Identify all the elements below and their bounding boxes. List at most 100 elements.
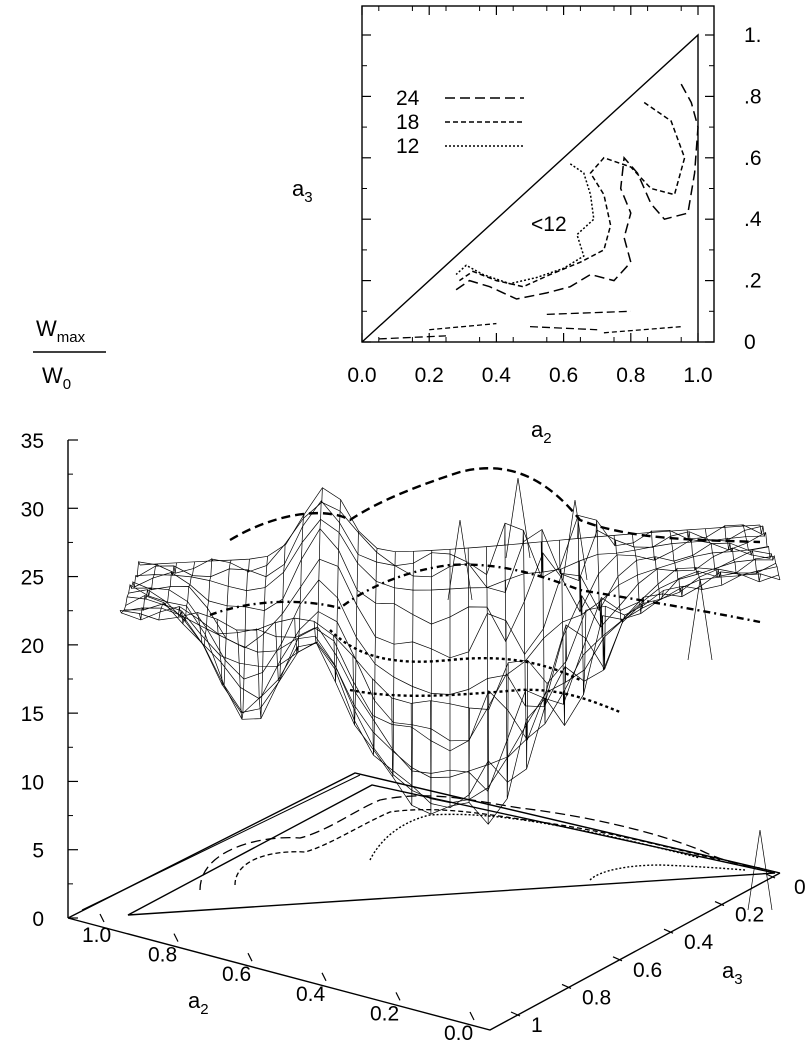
surface-mesh-column — [236, 559, 250, 720]
surface-spike — [505, 477, 531, 559]
surface-z-ticks: 0 5 10 15 20 25 30 35 — [21, 430, 78, 931]
surface-y-ticks: 0 0.2 0.4 0.6 0.8 1 — [510, 873, 805, 1037]
contour-y-ticks: 0 .2 .4 .6 .8 1. — [362, 24, 762, 354]
surface-y-tick — [765, 873, 776, 879]
surface-z-tick-label: 15 — [21, 703, 44, 726]
surface-x-tick-label: 0.2 — [370, 1002, 399, 1025]
surface-mesh-column — [158, 562, 177, 621]
surface-xlabel: a2 — [188, 988, 209, 1018]
surface-contour-curves — [209, 467, 761, 714]
surface-x-tick — [395, 992, 401, 1001]
surface-x-tick — [99, 913, 105, 923]
contour-edge-fragment — [529, 326, 598, 331]
surface-mesh-column — [486, 546, 490, 825]
contour-edge-fragment — [546, 310, 631, 316]
surface-y-tick-label: 0.2 — [735, 904, 764, 927]
surface-base-triangle — [127, 784, 776, 916]
surface-x-tick-label: 1.0 — [82, 924, 111, 947]
surface-zlabel-numerator: Wmax — [36, 316, 86, 346]
contour-annotation: <12 — [531, 213, 567, 236]
surface-mesh-column — [255, 556, 268, 719]
surface-mesh-column — [632, 533, 645, 614]
contour-y-tick-label: .4 — [744, 208, 762, 231]
surface-curve-top — [229, 467, 761, 544]
surface-z-tick-label: 30 — [21, 498, 44, 521]
surface-spike — [747, 829, 773, 911]
surface-mesh-column — [313, 487, 323, 644]
contour-x-tick-label: 1.0 — [683, 364, 712, 387]
contour-y-tick-label: 1. — [744, 24, 762, 47]
surface-z-tick-label: 35 — [21, 430, 44, 453]
surface-z-tick-label: 10 — [21, 771, 44, 794]
surface-base-front-edge — [67, 872, 781, 1031]
surface-mesh-column — [741, 524, 761, 582]
surface-curve-base — [349, 688, 621, 714]
surface-z-tick-label: 0 — [32, 908, 44, 931]
surface-mesh-column — [504, 523, 509, 799]
contour-ylabel: a3 — [292, 176, 313, 206]
surface-x-ticks: 1.0 0.8 0.6 0.4 0.2 0.0 — [82, 913, 475, 1045]
surface-mesh-column — [352, 531, 360, 725]
surface-mesh-column — [595, 520, 606, 671]
base-contour-24 — [199, 795, 761, 891]
surface-y-tick — [561, 983, 572, 989]
surface-base-back-edge — [67, 772, 781, 919]
surface-y-tick — [663, 928, 674, 934]
surface-x-tick — [247, 952, 253, 962]
surface-y-tick — [510, 1011, 521, 1017]
surface-mesh-column — [577, 515, 587, 695]
contour-x-tick-label: 0.6 — [549, 364, 578, 387]
surface-z-tick-label: 20 — [21, 635, 44, 658]
surface-mesh-column — [759, 524, 781, 580]
surface-x-tick — [321, 972, 327, 982]
surface-x-tick — [469, 1011, 475, 1021]
contour-legend-label: 24 — [396, 87, 420, 110]
surface-mesh-column — [559, 540, 567, 726]
contour-edge-fragment — [603, 326, 682, 334]
contour-y-tick-label: .8 — [744, 85, 762, 108]
contour-x-tick-label: 0.2 — [415, 364, 444, 387]
surface-mesh-column — [333, 499, 341, 683]
surface-mesh-column — [686, 529, 703, 590]
surface-x-tick-label: 0.6 — [222, 963, 251, 986]
surface-y-tick-label: 1 — [531, 1014, 543, 1037]
surface-mesh-column — [522, 530, 528, 769]
surface-mesh-column — [410, 551, 414, 806]
surface-mesh-column — [274, 543, 287, 683]
contour-x-ticks: 0.0 0.2 0.4 0.6 0.8 1.0 — [347, 6, 713, 387]
surface-y-tick — [612, 956, 623, 962]
contour-level-18 — [458, 101, 686, 288]
contour-plot-frame — [361, 5, 715, 343]
contour-level-24 — [455, 83, 699, 300]
base-contour-18 — [234, 808, 721, 886]
contour-x-tick-label: 0.4 — [482, 364, 512, 387]
contour-y-tick-label: 0 — [744, 331, 756, 354]
surface-mesh-column — [704, 528, 723, 586]
surface-x-tick-label: 0.0 — [444, 1022, 473, 1045]
surface-y-tick-label: 0.6 — [633, 959, 662, 982]
surface-mesh-column — [139, 563, 159, 620]
surface-y-tick-label: 0.8 — [582, 986, 611, 1009]
contour-y-tick-label: .2 — [744, 270, 762, 293]
contour-x-tick-label: 0.0 — [347, 364, 376, 387]
surface-base-inner-edge — [81, 774, 361, 911]
surface-mesh-column — [294, 514, 305, 654]
surface-mesh — [119, 477, 781, 911]
base-contour-12b — [589, 864, 746, 881]
surface-curve-mid — [209, 563, 761, 624]
contour-triangle-boundary — [361, 33, 699, 343]
surface-mesh-column — [613, 535, 626, 624]
surface-curve-low — [329, 629, 581, 682]
contour-x-tick-label: 0.8 — [616, 364, 645, 387]
surface-y-tick-label: 0.4 — [684, 931, 714, 954]
surface-mesh-column — [372, 548, 378, 756]
surface-mesh-column — [391, 551, 396, 777]
surface-mesh-column — [650, 530, 664, 601]
surface-z-tick-label: 5 — [32, 840, 44, 863]
surface-spike — [447, 519, 473, 601]
surface-spike — [562, 499, 588, 581]
